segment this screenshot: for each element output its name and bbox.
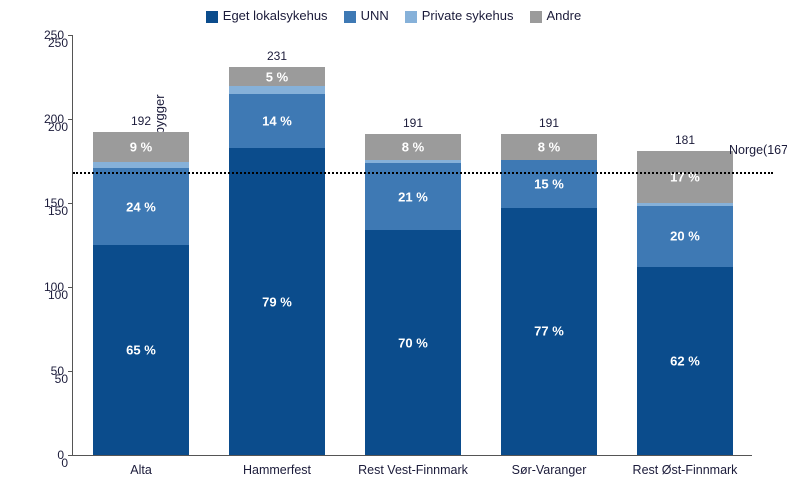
y-tick-mark: [68, 287, 73, 288]
legend-item: UNN: [344, 8, 389, 23]
x-category-label: Sør-Varanger: [512, 463, 587, 477]
legend-swatch: [344, 11, 356, 23]
bar-total-label: 191: [365, 116, 460, 130]
legend-label: UNN: [361, 8, 389, 23]
bar: 62 %20 %17 %181: [637, 151, 732, 455]
reference-line: [73, 172, 773, 174]
x-category-label: Alta: [130, 463, 152, 477]
reference-line-label: Norge(167): [729, 143, 787, 157]
y-tick-label: 50: [44, 372, 68, 386]
bar-segment: 17 %: [637, 151, 732, 203]
bar-segment: 24 %: [93, 168, 188, 245]
bar-total-label: 191: [501, 116, 596, 130]
bar-segment: 65 %: [93, 245, 188, 455]
legend-swatch: [530, 11, 542, 23]
y-tick-label: 150: [44, 204, 68, 218]
bar-segment: 9 %: [93, 132, 188, 161]
bar-total-label: 231: [229, 49, 324, 63]
bar-segment: 15 %: [501, 160, 596, 208]
legend-item: Private sykehus: [405, 8, 514, 23]
chart-container: Eget lokalsykehus UNN Private sykehus Andre…: [0, 0, 787, 503]
segment-pct-label: 77 %: [501, 324, 596, 339]
segment-pct-label: 20 %: [637, 229, 732, 244]
bar-segment: [93, 162, 188, 168]
segment-pct-label: 9 %: [93, 139, 188, 154]
bar-segment: [365, 160, 460, 163]
x-category-label: Rest Øst-Finnmark: [633, 463, 738, 477]
bar-segment: 77 %: [501, 208, 596, 455]
y-tick-label: 0: [44, 456, 68, 470]
y-tick-mark: [68, 371, 73, 372]
bar-segment: 70 %: [365, 230, 460, 455]
legend-item: Eget lokalsykehus: [206, 8, 328, 23]
bar: 65 %24 %9 %192: [93, 132, 188, 455]
y-tick-label: 100: [44, 288, 68, 302]
segment-pct-label: 70 %: [365, 335, 460, 350]
y-tick-label: 200: [44, 120, 68, 134]
legend-label: Eget lokalsykehus: [223, 8, 328, 23]
segment-pct-label: 8 %: [365, 139, 460, 154]
x-category-label: Hammerfest: [243, 463, 311, 477]
y-tick-label: 250: [44, 36, 68, 50]
bar: 79 %14 %5 %231: [229, 67, 324, 455]
plot-area: 05010015020025065 %24 %9 %192Alta79 %14 …: [72, 36, 752, 456]
legend-swatch: [206, 11, 218, 23]
segment-pct-label: 21 %: [365, 189, 460, 204]
bar-segment: 79 %: [229, 148, 324, 455]
y-tick-mark: [68, 455, 73, 456]
segment-pct-label: 62 %: [637, 353, 732, 368]
bar-total-label: 192: [93, 114, 188, 128]
segment-pct-label: 5 %: [229, 69, 324, 84]
bar: 77 %15 %8 %191: [501, 134, 596, 455]
bar-segment: [637, 203, 732, 206]
y-tick-mark: [68, 203, 73, 204]
bar-segment: 62 %: [637, 267, 732, 455]
segment-pct-label: 14 %: [229, 114, 324, 129]
legend-label: Andre: [547, 8, 582, 23]
bar-segment: 5 %: [229, 67, 324, 86]
legend-label: Private sykehus: [422, 8, 514, 23]
x-category-label: Rest Vest-Finnmark: [358, 463, 468, 477]
legend: Eget lokalsykehus UNN Private sykehus Andre: [0, 8, 787, 23]
y-tick-mark: [68, 119, 73, 120]
bar-segment: 8 %: [365, 134, 460, 160]
bar: 70 %21 %8 %191: [365, 134, 460, 455]
bar-segment: [229, 86, 324, 94]
segment-pct-label: 15 %: [501, 176, 596, 191]
segment-pct-label: 65 %: [93, 343, 188, 358]
bar-total-label: 181: [637, 133, 732, 147]
y-tick-mark: [68, 35, 73, 36]
segment-pct-label: 8 %: [501, 139, 596, 154]
bar-segment: 14 %: [229, 94, 324, 148]
bar-segment: 8 %: [501, 134, 596, 160]
legend-swatch: [405, 11, 417, 23]
segment-pct-label: 79 %: [229, 294, 324, 309]
bar-segment: 20 %: [637, 206, 732, 267]
legend-item: Andre: [530, 8, 582, 23]
segment-pct-label: 24 %: [93, 199, 188, 214]
